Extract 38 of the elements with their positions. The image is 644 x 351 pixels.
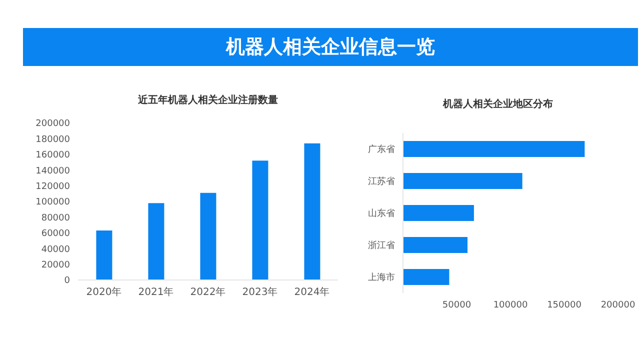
x-tick-label: 200000 xyxy=(600,300,636,310)
y-tick-label: 0 xyxy=(64,276,70,286)
y-tick-label: 60000 xyxy=(41,229,70,240)
bar xyxy=(304,143,320,280)
bar xyxy=(403,269,450,285)
bar xyxy=(200,192,216,280)
y-tick-label: 160000 xyxy=(36,150,70,161)
y-tick-label: 100000 xyxy=(36,198,70,208)
y-tick-label: 180000 xyxy=(36,134,70,145)
x-tick-label: 100000 xyxy=(493,300,528,310)
y-tick-label: 120000 xyxy=(36,182,70,192)
y-tick-label: 140000 xyxy=(36,166,70,176)
x-tick-label: 2023年 xyxy=(242,286,278,298)
y-tick-label: 20000 xyxy=(41,260,70,270)
y-tick-label: 山东省 xyxy=(368,208,395,220)
x-tick-label: 2021年 xyxy=(138,286,174,298)
y-tick-label: 广东省 xyxy=(368,144,395,156)
y-tick-label: 上海市 xyxy=(368,272,395,284)
bar xyxy=(96,230,112,280)
x-tick-label: 50000 xyxy=(442,300,472,310)
bar xyxy=(148,203,164,280)
x-tick-label: 2022年 xyxy=(190,286,226,298)
chart-title: 近五年机器人相关企业注册数量 xyxy=(137,93,279,108)
y-tick-label: 40000 xyxy=(41,244,70,255)
x-tick-label: 2024年 xyxy=(294,286,330,298)
y-tick-label: 200000 xyxy=(36,119,70,130)
y-tick-label: 80000 xyxy=(41,213,70,224)
bar xyxy=(403,173,522,189)
bar xyxy=(403,141,585,157)
x-tick-label: 2020年 xyxy=(86,286,122,298)
chart-title: 机器人相关企业地区分布 xyxy=(442,98,554,112)
bar xyxy=(403,237,468,253)
y-tick-label: 江苏省 xyxy=(368,176,395,188)
bar xyxy=(252,160,268,280)
text: 机器人相关企业信息一览 xyxy=(23,28,638,66)
x-tick-label: 150000 xyxy=(547,300,582,310)
y-tick-label: 浙江省 xyxy=(368,240,395,252)
bar xyxy=(403,205,474,221)
